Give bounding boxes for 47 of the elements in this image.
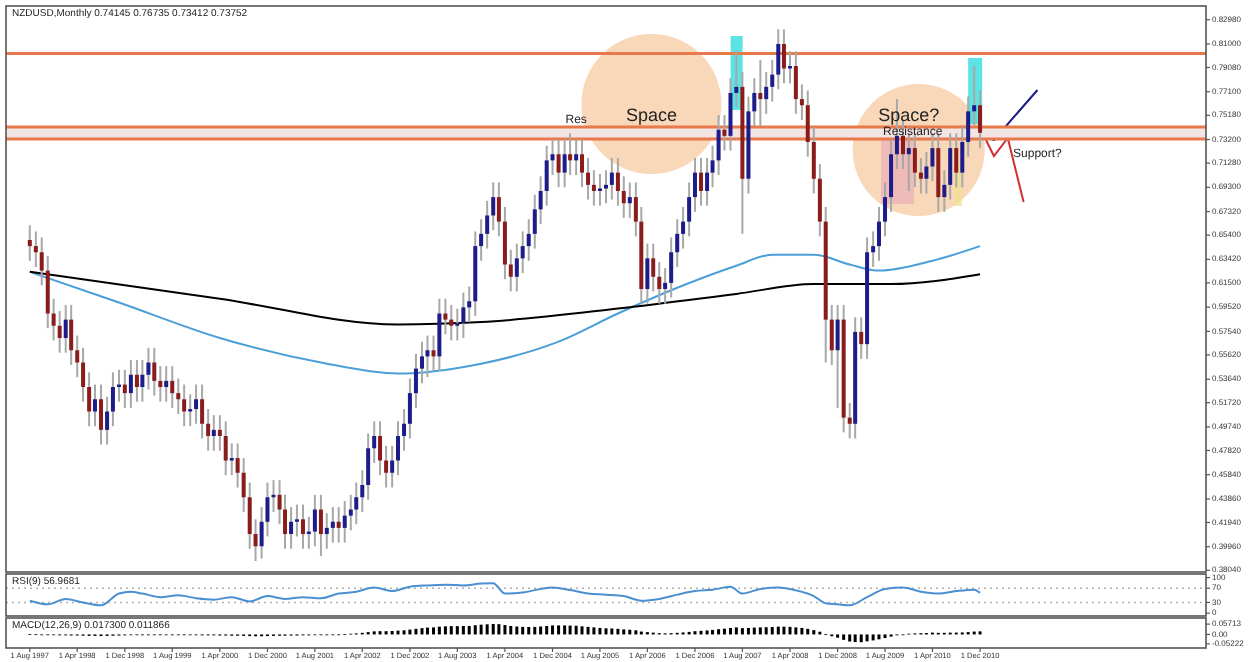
candlestick <box>793 50 798 115</box>
candlestick <box>859 316 864 360</box>
candlestick <box>182 383 187 428</box>
candlestick <box>835 303 840 409</box>
candlestick <box>300 503 305 550</box>
line-series <box>28 582 982 607</box>
candlestick <box>556 138 561 189</box>
candlestick <box>449 303 454 342</box>
candlestick <box>699 156 704 207</box>
candlestick <box>152 346 157 397</box>
candlestick <box>289 506 294 550</box>
candlestick <box>134 359 139 403</box>
candlestick <box>128 359 133 409</box>
candlestick <box>324 512 329 550</box>
candlestick <box>645 242 650 305</box>
candlestick <box>170 365 175 409</box>
candlestick <box>574 138 579 177</box>
candlestick <box>164 365 169 403</box>
candlestick <box>27 224 32 262</box>
candlestick <box>627 181 632 219</box>
candlestick <box>229 442 234 477</box>
candlestick <box>122 368 127 409</box>
candlestick <box>318 493 323 558</box>
candlestick <box>312 493 317 548</box>
candlestick <box>194 383 199 425</box>
line-series <box>28 245 982 375</box>
candlestick <box>912 132 917 189</box>
candlestick <box>437 297 442 373</box>
candlestick <box>781 28 786 85</box>
candlestick <box>336 506 341 544</box>
candlestick <box>425 334 430 379</box>
candlestick <box>342 499 347 544</box>
candlestick <box>223 420 228 477</box>
candlestick <box>562 138 567 189</box>
annotation: Space? <box>878 104 940 125</box>
candlestick <box>92 383 97 428</box>
candlestick <box>99 383 104 446</box>
candlestick <box>330 506 335 544</box>
candlestick <box>609 156 614 201</box>
candlestick <box>211 414 216 452</box>
candlestick <box>188 393 193 428</box>
candlestick <box>758 58 763 128</box>
annotation: Space <box>625 104 677 125</box>
candlestick <box>461 291 466 339</box>
candlestick <box>443 297 448 336</box>
candlestick <box>906 132 911 192</box>
line-series <box>28 270 982 326</box>
